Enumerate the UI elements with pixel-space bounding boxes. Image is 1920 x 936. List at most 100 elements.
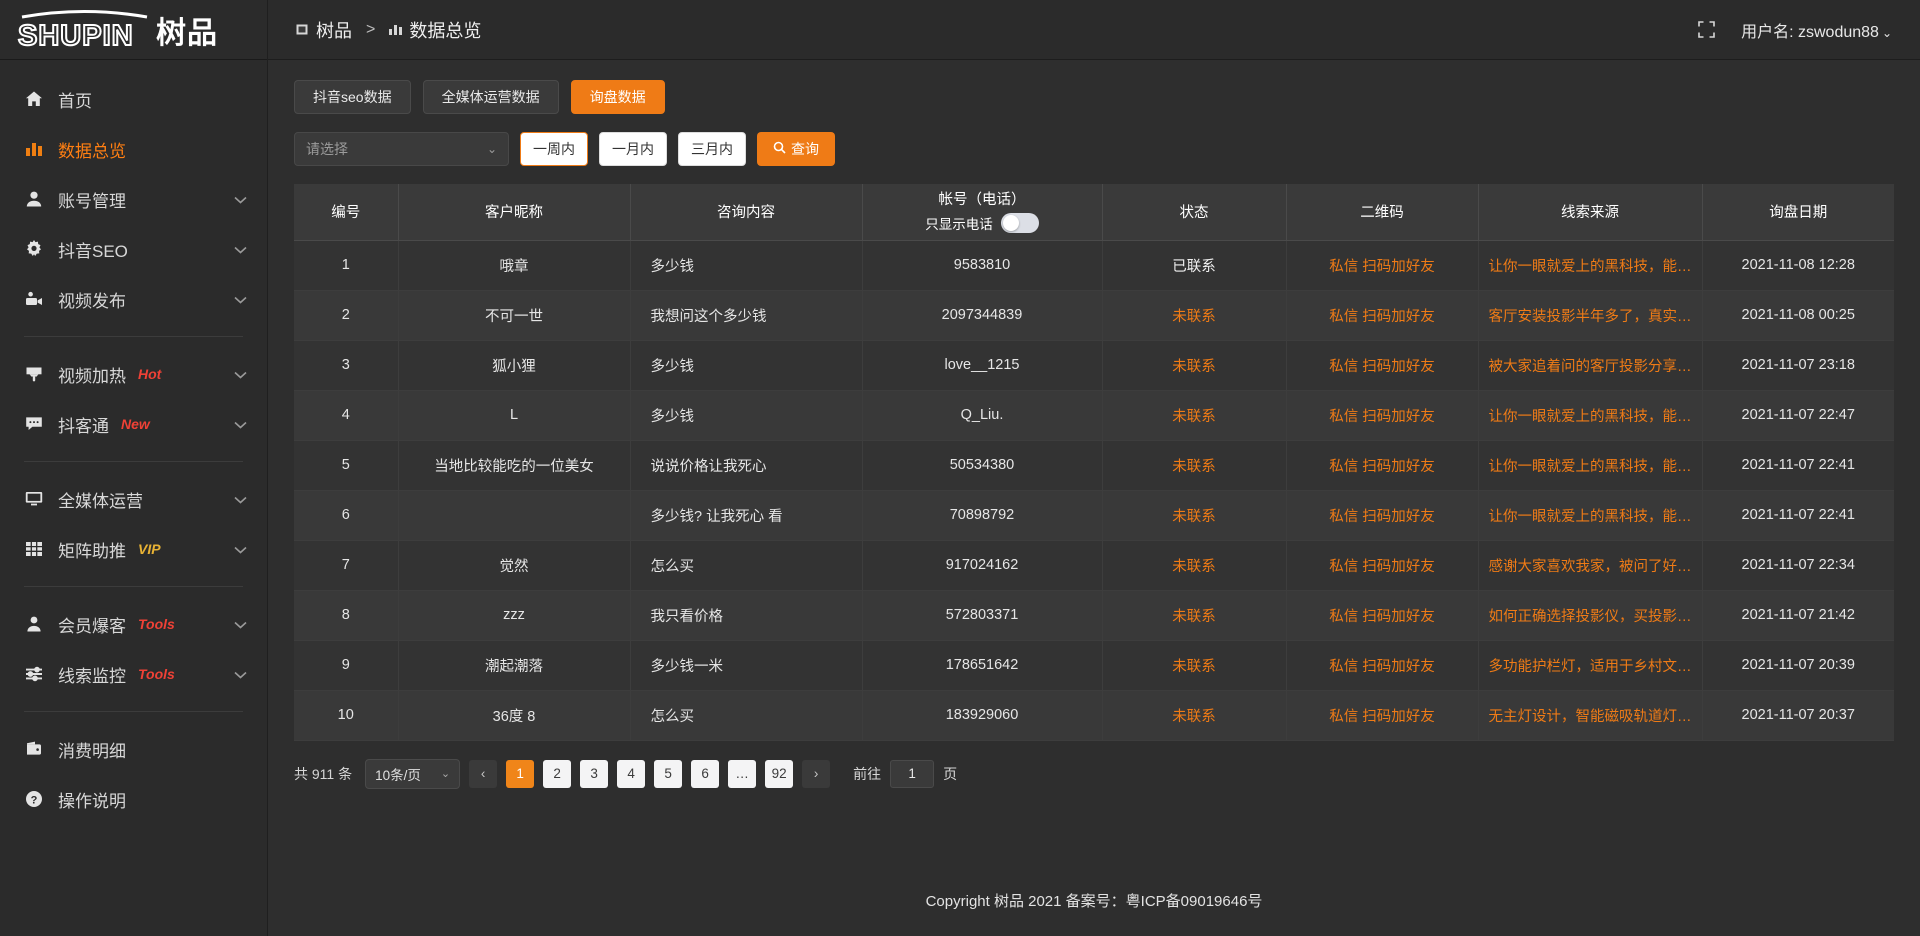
source-link[interactable]: 感谢大家喜欢我家，被问了好… [1488,558,1692,575]
sidebar-item-label: 全媒体运营 [58,491,143,511]
cell-qrcode[interactable]: 私信 扫码加好友 [1286,640,1479,691]
pagination-page-92[interactable]: 92 [765,759,794,788]
pagination-page-3[interactable]: 3 [580,759,609,788]
sidebar-item-video-camera[interactable]: 视频发布 [0,274,267,324]
source-link[interactable]: 让你一眼就爱上的黑科技，能… [1488,258,1692,275]
tab-bar: 抖音seo数据 全媒体运营数据 询盘数据 [294,80,1894,114]
cell-content: 我只看价格 [630,590,863,641]
sidebar-item-wallet[interactable]: 消费明细 [0,724,267,774]
sidebar-item-monitor[interactable]: 全媒体运营 [0,474,267,524]
cell-account: 50534380 [862,440,1103,491]
source-link[interactable]: 让你一眼就爱上的黑科技，能… [1488,458,1692,475]
sidebar-item-megaphone[interactable]: 视频加热 Hot [0,349,267,399]
breadcrumb-root[interactable]: 树品 [296,17,352,43]
sidebar-item-gear[interactable]: 抖音SEO [0,224,267,274]
source-link[interactable]: 多功能护栏灯，适用于乡村文… [1488,658,1692,675]
source-link[interactable]: 让你一眼就爱上的黑科技，能… [1488,508,1692,525]
cell-qrcode[interactable]: 私信 扫码加好友 [1286,440,1479,491]
page-size-select[interactable]: 10条/页 ⌄ [365,758,461,789]
cell-index: 4 [294,390,399,441]
cell-status: 未联系 [1102,540,1287,591]
pagination-prev[interactable]: ‹ [469,759,498,788]
cell-status: 未联系 [1102,440,1287,491]
cell-qrcode[interactable]: 私信 扫码加好友 [1286,340,1479,391]
sidebar-item-badge: Tools [138,666,175,682]
home-icon [22,89,46,109]
cell-source: 让你一眼就爱上的黑科技，能… [1478,440,1703,491]
table-row: 1 哦章 多少钱 9583810 已联系 私信 扫码加好友 让你一眼就爱上的黑科技，能… 20… [294,240,1894,291]
source-link[interactable]: 无主灯设计，智能磁吸轨道灯… [1488,708,1692,725]
sidebar-nav: 首页数据总览账号管理抖音SEO 视频发布视频加热 Hot 抖客通 New 全媒体运营矩阵助… [0,60,267,824]
tab-2[interactable]: 询盘数据 [570,80,665,114]
range-button-1[interactable]: 一月内 [599,132,667,166]
chevron-down-icon [234,368,247,381]
phone-only-toggle-row: 只显示电话 [867,213,1098,234]
sidebar-item-label: 首页 [58,91,92,111]
pagination-page-6[interactable]: 6 [691,759,720,788]
topbar: 树品 > 数据总览 用户名: zswodun88 ⌄ [268,0,1920,60]
pagination-pages: 1 2 3 4 5 6 … 92 [506,759,794,788]
pagination-page-2[interactable]: 2 [543,759,572,788]
page-size-value: 10条/页 [375,767,421,783]
cell-qrcode[interactable]: 私信 扫码加好友 [1286,390,1479,441]
sidebar-item-label: 账号管理 [58,191,126,211]
sidebar-item-grid[interactable]: 矩阵助推 VIP [0,524,267,574]
filter-bar: 请选择 ⌄ 一周内 一月内 三月内 查询 [294,132,1894,166]
source-link[interactable]: 让你一眼就爱上的黑科技，能… [1488,408,1692,425]
cell-source: 让你一眼就爱上的黑科技，能… [1478,390,1703,441]
cell-content: 多少钱 [630,240,863,291]
source-link[interactable]: 被大家追着问的客厅投影分享… [1488,358,1692,375]
breadcrumb-current[interactable]: 数据总览 [389,17,481,43]
cell-account: 178651642 [862,640,1103,691]
table-head: 编号 客户昵称 咨询内容 帐号（电话） 只显示电话 状态 [294,184,1894,241]
cell-source: 客厅安装投影半年多了，真实… [1478,290,1703,341]
tab-0[interactable]: 抖音seo数据 [294,80,411,114]
pagination-page-4[interactable]: 4 [617,759,646,788]
pagination-next[interactable]: › [802,759,831,788]
source-link[interactable]: 如何正确选择投影仪，买投影… [1488,608,1692,625]
cell-nickname [398,490,631,541]
cell-qrcode[interactable]: 私信 扫码加好友 [1286,240,1479,291]
source-select[interactable]: 请选择 ⌄ [294,132,509,166]
pagination-page-5[interactable]: 5 [654,759,683,788]
sidebar-item-label: 视频发布 [58,291,126,311]
chevron-down-icon [234,618,247,631]
range-button-2[interactable]: 三月内 [678,132,746,166]
pagination-goto-input[interactable]: 1 [890,759,935,788]
cell-content: 多少钱? 让我死心 看 [630,490,863,541]
cell-qrcode[interactable]: 私信 扫码加好友 [1286,290,1479,341]
sidebar-item-member[interactable]: 会员爆客 Tools [0,599,267,649]
cell-qrcode[interactable]: 私信 扫码加好友 [1286,490,1479,541]
cell-qrcode[interactable]: 私信 扫码加好友 [1286,590,1479,641]
sidebar-item-label: 抖客通 [58,416,109,436]
cell-status: 未联系 [1102,290,1287,341]
sidebar-item-label: 矩阵助推 [58,541,126,561]
sidebar-item-question-circle[interactable]: ? 操作说明 [0,774,267,824]
cell-qrcode[interactable]: 私信 扫码加好友 [1286,690,1479,741]
cell-status: 未联系 [1102,490,1287,541]
query-button[interactable]: 查询 [757,132,835,166]
sidebar-item-sliders[interactable]: 线索监控 Tools [0,649,267,699]
breadcrumb-root-label: 树品 [316,20,352,41]
cell-content: 怎么买 [630,690,863,741]
cell-index: 3 [294,340,399,391]
user-menu[interactable]: 用户名: zswodun88 ⌄ [1741,18,1892,42]
cell-status: 已联系 [1102,240,1287,291]
th-date: 询盘日期 [1702,184,1894,241]
pagination-page-1[interactable]: 1 [506,759,535,788]
sidebar-item-home[interactable]: 首页 [0,74,267,124]
brand-logo[interactable]: SHUPIN 树品 [0,0,267,60]
fullscreen-icon[interactable] [1698,21,1715,38]
phone-only-toggle[interactable] [1000,213,1039,234]
range-button-0[interactable]: 一周内 [520,132,588,166]
source-link[interactable]: 客厅安装投影半年多了，真实… [1488,308,1692,325]
tab-1[interactable]: 全媒体运营数据 [422,80,559,114]
sidebar-item-chat[interactable]: 抖客通 New [0,399,267,449]
sidebar-divider [24,711,243,712]
sidebar-item-bar-chart[interactable]: 数据总览 [0,124,267,174]
sidebar-item-user[interactable]: 账号管理 [0,174,267,224]
cell-qrcode[interactable]: 私信 扫码加好友 [1286,540,1479,591]
cell-content: 说说价格让我死心 [630,440,863,491]
cell-index: 10 [294,690,399,741]
pagination-page-…[interactable]: … [728,759,757,788]
